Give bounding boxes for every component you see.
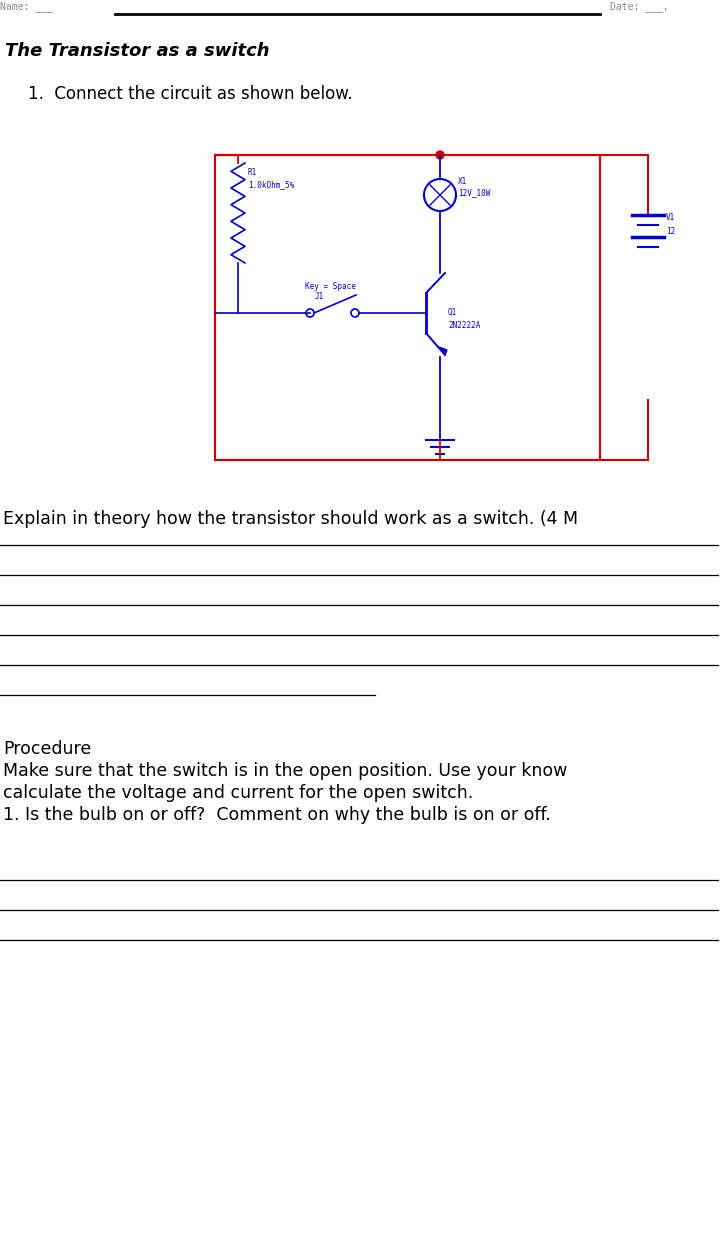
Text: Date: ___,: Date: ___, <box>610 1 669 13</box>
Text: Q1: Q1 <box>448 307 457 318</box>
Text: 2N2222A: 2N2222A <box>448 321 480 330</box>
Text: Make sure that the switch is in the open position. Use your know: Make sure that the switch is in the open… <box>3 762 567 781</box>
Circle shape <box>436 151 444 159</box>
Bar <box>215 156 600 461</box>
Text: 12: 12 <box>666 227 675 236</box>
Text: Procedure: Procedure <box>3 740 91 758</box>
Text: Explain in theory how the transistor should work as a switch. (4 M: Explain in theory how the transistor sho… <box>3 510 578 528</box>
Text: 1.0kOhm_5%: 1.0kOhm_5% <box>248 179 294 190</box>
Circle shape <box>351 309 359 318</box>
Text: Name: ___: Name: ___ <box>0 1 53 13</box>
Text: R1: R1 <box>248 168 257 177</box>
Text: J1: J1 <box>315 292 324 301</box>
Text: X1: X1 <box>458 177 467 186</box>
Circle shape <box>306 309 314 318</box>
Text: 1. Is the bulb on or off?  Comment on why the bulb is on or off.: 1. Is the bulb on or off? Comment on why… <box>3 806 551 825</box>
Text: calculate the voltage and current for the open switch.: calculate the voltage and current for th… <box>3 784 473 802</box>
Text: The Transistor as a switch: The Transistor as a switch <box>5 41 269 60</box>
Polygon shape <box>439 346 447 355</box>
Text: 1.  Connect the circuit as shown below.: 1. Connect the circuit as shown below. <box>28 85 353 103</box>
Circle shape <box>424 179 456 211</box>
Text: V1: V1 <box>666 213 675 222</box>
Text: 12V_10W: 12V_10W <box>458 188 490 197</box>
Text: Key = Space: Key = Space <box>305 282 356 291</box>
